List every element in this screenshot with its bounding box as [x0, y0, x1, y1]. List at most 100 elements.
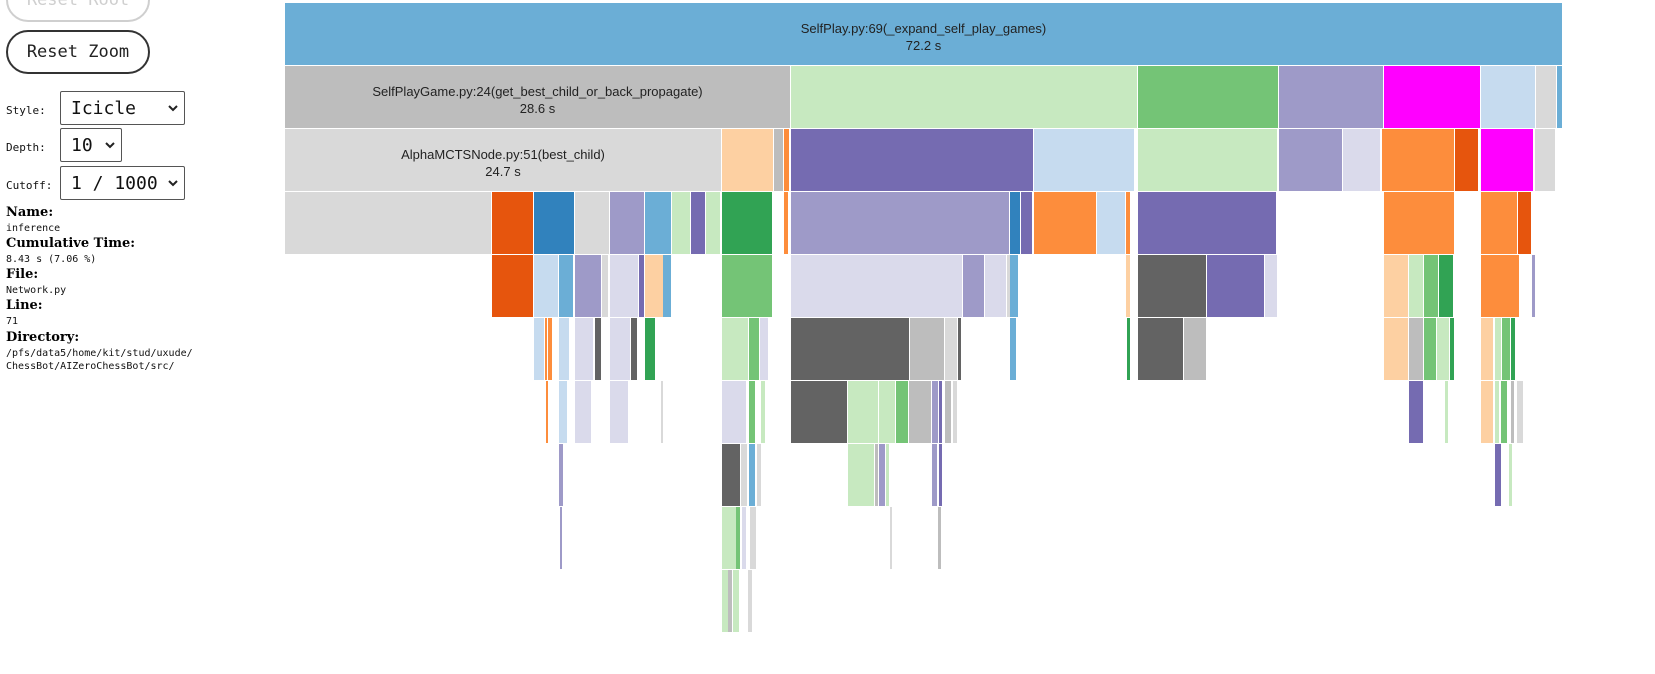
icicle-frame[interactable]	[610, 381, 628, 443]
icicle-frame[interactable]	[1517, 381, 1523, 443]
icicle-frame[interactable]	[784, 192, 788, 254]
icicle-frame[interactable]	[722, 129, 773, 191]
icicle-frame[interactable]	[1511, 318, 1515, 380]
icicle-frame[interactable]	[559, 444, 563, 506]
icicle-frame[interactable]	[534, 318, 544, 380]
icicle-frame[interactable]	[909, 381, 931, 443]
cutoff-select[interactable]: 1 / 1000	[60, 166, 185, 200]
icicle-frame[interactable]	[1450, 318, 1454, 380]
icicle-frame[interactable]	[945, 381, 951, 443]
icicle-frame[interactable]	[791, 192, 1009, 254]
icicle-frame[interactable]	[722, 570, 728, 632]
icicle-frame[interactable]	[1279, 129, 1342, 191]
icicle-frame[interactable]	[285, 192, 491, 254]
icicle-frame[interactable]	[1481, 66, 1535, 128]
icicle-frame[interactable]	[1455, 129, 1478, 191]
icicle-frame[interactable]	[1502, 318, 1510, 380]
icicle-frame[interactable]	[1532, 255, 1535, 317]
icicle-frame[interactable]	[1535, 129, 1555, 191]
icicle-frame[interactable]	[932, 381, 938, 443]
icicle-frame[interactable]	[1384, 66, 1480, 128]
icicle-frame[interactable]	[791, 66, 1137, 128]
icicle-frame[interactable]	[1010, 192, 1020, 254]
icicle-frame[interactable]	[791, 318, 909, 380]
icicle-frame[interactable]	[546, 381, 548, 443]
icicle-frame[interactable]	[1501, 381, 1507, 443]
icicle-frame[interactable]	[610, 318, 630, 380]
icicle-frame[interactable]	[1010, 318, 1016, 380]
icicle-frame[interactable]	[1207, 255, 1264, 317]
icicle-frame[interactable]	[663, 255, 671, 317]
icicle-frame[interactable]	[575, 381, 591, 443]
icicle-frame[interactable]	[848, 381, 878, 443]
icicle-frame[interactable]	[545, 318, 547, 380]
icicle-frame[interactable]	[958, 318, 961, 380]
icicle-frame[interactable]	[631, 318, 637, 380]
icicle-frame[interactable]	[1138, 129, 1277, 191]
icicle-frame[interactable]	[963, 255, 984, 317]
icicle-frame[interactable]	[791, 255, 962, 317]
icicle-frame[interactable]	[736, 507, 740, 569]
icicle-frame[interactable]	[848, 444, 874, 506]
icicle-frame[interactable]	[1138, 192, 1276, 254]
icicle-frame[interactable]	[1536, 66, 1556, 128]
icicle-frame[interactable]	[1439, 255, 1453, 317]
icicle-frame[interactable]	[645, 318, 655, 380]
icicle-frame[interactable]	[548, 318, 552, 380]
depth-select[interactable]: 10	[60, 128, 122, 162]
icicle-frame[interactable]	[1126, 192, 1130, 254]
icicle-frame[interactable]	[784, 129, 789, 191]
icicle-frame[interactable]	[1097, 192, 1125, 254]
icicle-frame[interactable]	[879, 381, 895, 443]
reset-root-button[interactable]: Reset Root	[6, 0, 150, 22]
icicle-frame[interactable]	[748, 570, 752, 632]
icicle-frame[interactable]	[1481, 192, 1517, 254]
icicle-frame[interactable]	[1509, 444, 1512, 506]
icicle-frame[interactable]	[610, 255, 638, 317]
icicle-frame[interactable]	[722, 507, 736, 569]
icicle-frame[interactable]	[953, 381, 957, 443]
icicle-frame[interactable]	[285, 3, 1562, 65]
icicle-frame[interactable]	[728, 570, 732, 632]
icicle-frame[interactable]	[733, 570, 739, 632]
icicle-frame[interactable]	[534, 192, 574, 254]
icicle-frame[interactable]	[722, 444, 740, 506]
icicle-frame[interactable]	[645, 255, 663, 317]
icicle-frame[interactable]	[722, 381, 746, 443]
icicle-frame[interactable]	[938, 507, 941, 569]
icicle-frame[interactable]	[1481, 255, 1519, 317]
icicle-frame[interactable]	[1126, 255, 1130, 317]
icicle-frame[interactable]	[722, 255, 772, 317]
reset-zoom-button[interactable]: Reset Zoom	[6, 30, 150, 74]
icicle-frame[interactable]	[749, 318, 759, 380]
icicle-frame[interactable]	[722, 318, 748, 380]
icicle-frame[interactable]	[760, 318, 768, 380]
icicle-frame[interactable]	[757, 444, 761, 506]
icicle-frame[interactable]	[1511, 381, 1514, 443]
icicle-frame[interactable]	[1384, 255, 1408, 317]
icicle-frame[interactable]	[1138, 255, 1206, 317]
icicle-frame[interactable]	[1495, 444, 1501, 506]
icicle-frame[interactable]	[706, 192, 720, 254]
icicle-frame[interactable]	[749, 444, 755, 506]
icicle-frame[interactable]	[896, 381, 908, 443]
icicle-frame[interactable]	[886, 444, 889, 506]
icicle-frame[interactable]	[932, 444, 937, 506]
icicle-frame[interactable]	[559, 318, 569, 380]
icicle-frame[interactable]	[691, 192, 705, 254]
icicle-frame[interactable]	[575, 192, 609, 254]
icicle-frame[interactable]	[559, 255, 573, 317]
icicle-frame[interactable]	[939, 444, 942, 506]
icicle-frame[interactable]	[749, 381, 755, 443]
icicle-frame[interactable]	[875, 444, 878, 506]
icicle-frame[interactable]	[1437, 318, 1449, 380]
icicle-frame[interactable]	[1279, 66, 1383, 128]
style-select[interactable]: Icicle	[60, 91, 185, 125]
icicle-frame[interactable]	[1265, 255, 1277, 317]
icicle-frame[interactable]	[1382, 129, 1454, 191]
icicle-frame[interactable]	[285, 129, 721, 191]
icicle-frame[interactable]	[741, 444, 747, 506]
icicle-frame[interactable]	[761, 381, 765, 443]
icicle-frame[interactable]	[1445, 381, 1448, 443]
icicle-frame[interactable]	[1481, 129, 1533, 191]
